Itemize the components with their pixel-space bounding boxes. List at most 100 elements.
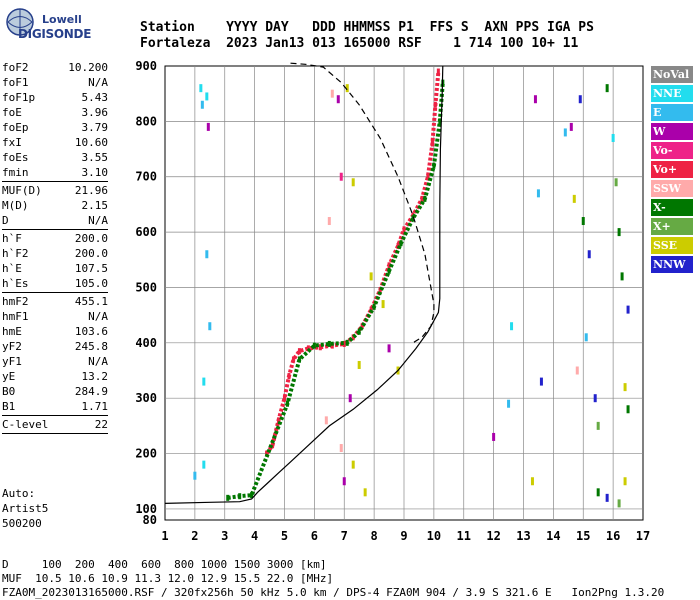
param-value: 3.96 [81, 106, 109, 119]
legend-item-sse: SSE [651, 237, 693, 254]
echo-point-sse [351, 460, 355, 469]
param-value: N/A [88, 355, 108, 368]
param-value: 3.10 [81, 166, 109, 179]
param-value: 107.5 [74, 262, 108, 275]
y-tick-label: 900 [135, 59, 157, 73]
echo-point-e [563, 128, 567, 137]
param-row-yf1: yF1 N/A [2, 354, 108, 369]
param-row-foe: foE 3.96 [2, 105, 108, 120]
trace-point-vo- [291, 356, 295, 363]
trace-point-x- [438, 118, 442, 125]
echo-point-vo- [339, 172, 343, 181]
param-value: 2.15 [81, 199, 109, 212]
echo-point-sse [381, 300, 385, 309]
param-label: foEp [2, 121, 29, 134]
param-row-ye: yE 13.2 [2, 369, 108, 384]
logo-text-bottom: DIGISONDE [18, 27, 92, 41]
trace-point-x- [357, 328, 361, 335]
trace-point-vo- [351, 334, 355, 341]
param-label: B1 [2, 400, 16, 413]
x-tick-label: 6 [311, 529, 318, 543]
echo-point-nne [199, 84, 203, 93]
trace-point-vo- [318, 344, 322, 351]
echo-point-w [348, 394, 352, 403]
globe-icon [6, 8, 34, 36]
trace-point-vo- [402, 226, 406, 233]
y-tick-label: 80 [143, 513, 157, 527]
trace-point-x- [399, 240, 403, 247]
trace-point-x- [423, 195, 427, 202]
echo-point-e [536, 189, 540, 198]
param-value: 284.9 [74, 385, 108, 398]
x-tick-label: 9 [400, 529, 407, 543]
footer-distance-row: D 100 200 400 600 800 1000 1500 3000 [km… [2, 558, 327, 571]
x-tick-label: 3 [221, 529, 228, 543]
logo-text-top: Lowell [42, 13, 82, 26]
echo-point-x- [620, 272, 624, 281]
echo-point-nnw [587, 250, 591, 259]
trace-point-x- [372, 303, 376, 310]
divider [2, 181, 108, 182]
trace-point-x- [285, 400, 289, 407]
legend-item-noval: NoVal [651, 66, 693, 83]
param-label: D [2, 214, 9, 227]
trace-point-x- [312, 342, 316, 349]
x-tick-label: 1 [161, 529, 168, 543]
echo-point-ssw [330, 89, 334, 98]
param-value: 455.1 [74, 295, 108, 308]
param-value: 5.43 [81, 91, 109, 104]
echo-point-x- [605, 84, 609, 93]
trace-point-x- [250, 492, 254, 499]
param-row-hme: hmE 103.6 [2, 324, 108, 339]
echo-point-w [336, 95, 340, 104]
auto-software: Artist5 [2, 502, 49, 515]
trace-point-vo- [430, 140, 434, 147]
trace-point-vo- [426, 173, 430, 180]
echo-point-sse [369, 272, 373, 281]
param-value: N/A [88, 76, 108, 89]
trace-point-vo- [433, 101, 437, 108]
echo-point-sse [572, 194, 576, 203]
param-label: hmF2 [2, 295, 29, 308]
trace-point-vo- [283, 395, 286, 402]
param-label: yE [2, 370, 16, 383]
param-row-he: h`E 107.5 [2, 261, 108, 276]
echo-point-x- [614, 178, 618, 187]
param-label: M(D) [2, 199, 29, 212]
trace-point-vo- [265, 450, 269, 457]
trace-point-vo- [436, 68, 440, 75]
param-value: 103.6 [74, 325, 108, 338]
param-row-fof2: foF2 10.200 [2, 60, 108, 75]
param-label: foF1p [2, 91, 36, 104]
divider [2, 415, 108, 416]
echo-point-w [387, 344, 391, 353]
x-tick-label: 2 [191, 529, 198, 543]
param-row-d: D N/A [2, 213, 108, 228]
param-row-hmf1: hmF1 N/A [2, 309, 108, 324]
header-labels: Station YYYY DAY DDD HHMMSS P1 FFS S AXN… [140, 20, 594, 35]
y-tick-label: 300 [135, 391, 157, 405]
header-values: Fortaleza 2023 Jan13 013 165000 RSF 1 71… [140, 36, 579, 51]
param-value: N/A [88, 310, 108, 323]
param-value: 245.8 [74, 340, 108, 353]
echo-point-nnw [539, 377, 543, 386]
echo-point-nne [510, 322, 514, 331]
legend-item-e: E [651, 104, 693, 121]
param-value: N/A [88, 214, 108, 227]
echo-point-nnw [605, 493, 609, 502]
param-label: h`E [2, 262, 22, 275]
trace-point-vo- [297, 348, 301, 355]
param-value: 10.60 [74, 136, 108, 149]
auto-label: Auto: [2, 487, 36, 500]
legend-item-nnw: NNW [651, 256, 693, 273]
echo-point-e [193, 471, 197, 480]
x-tick-label: 4 [251, 529, 258, 543]
param-group-virtual-heights: h`F 200.0 h`F2 200.0 h`E 107.5 h`Es 105.0 [2, 231, 108, 291]
param-value: 10.200 [68, 61, 108, 74]
param-label: h`F [2, 232, 22, 245]
x-tick-label: 16 [606, 529, 620, 543]
x-tick-label: 8 [371, 529, 378, 543]
x-tick-label: 7 [341, 529, 348, 543]
param-label: foEs [2, 151, 29, 164]
echo-point-x- [626, 405, 630, 414]
